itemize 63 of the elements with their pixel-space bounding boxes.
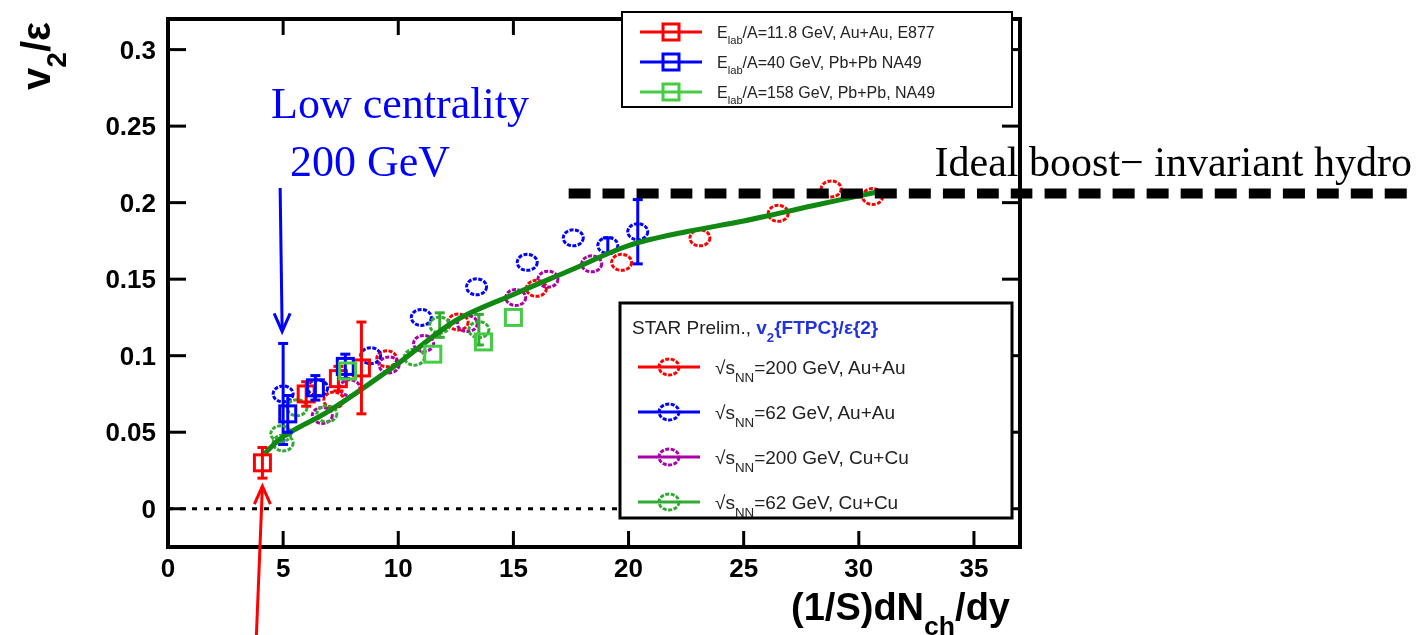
point [310,405,334,425]
x-tick-label: 35 [959,553,989,583]
point [359,346,383,366]
legend-label: √s$_{NN}$=200 GeV, Cu+Cu [715,446,909,475]
point [626,222,650,242]
x-tick-label: 15 [498,553,528,583]
point [285,398,309,418]
point [596,236,620,255]
x-tick-label: 10 [383,553,413,583]
point [446,312,470,332]
y-tick-label: 0.05 [105,417,156,448]
y-tick-label: 0.25 [105,111,156,142]
x-tick-label: 0 [160,553,176,583]
point [524,278,548,298]
point [423,344,443,364]
point [305,378,325,398]
point [402,347,426,367]
point [688,228,712,248]
point [315,404,339,424]
point [271,433,295,453]
annotation: Low centrality 200 GeV [271,79,529,186]
x-tick-label: 25 [729,553,759,583]
point [504,288,528,308]
point [465,277,489,297]
legend-label: √s$_{NN}$=62 GeV, Au+Au [715,401,896,430]
legend-label: E$_{lab}$/A=158 GeV, Pb+Pb, NA49 [717,83,936,106]
legend-label: √s$_{NN}$=62 GeV, Cu+Cu [715,491,899,520]
point [271,384,295,404]
y-tick-label: 0.3 [119,34,156,65]
point [409,307,433,327]
point [428,315,452,335]
point [580,254,604,274]
point [278,404,298,424]
point [322,390,346,410]
point [515,252,539,272]
point [412,333,436,353]
point [338,378,362,398]
point [561,228,585,248]
point [269,424,293,444]
legend-label: E$_{lab}$/A=11.8 GeV, Au+Au, E877 [717,23,935,46]
x-tick-label: 5 [275,553,291,583]
x-tick-label: 20 [614,553,643,583]
y-tick-label: 0.1 [119,340,156,371]
point [467,320,491,340]
point [610,252,634,272]
point [766,203,790,223]
legend-label: E$_{lab}$/A=40 GeV, Pb+Pb NA49 [717,53,922,76]
point [861,187,885,207]
y-tick-label: 0.15 [105,264,156,295]
legend-title: STAR Prelim., v$_{2}${FTPC}/ε{2} [632,317,879,345]
y-tick-label: 0.2 [119,187,156,218]
point [252,453,272,473]
y-tick-label: 0 [141,493,156,524]
point [455,314,479,334]
point [819,179,843,199]
legend-label: √s$_{NN}$=200 GeV, Au+Au [715,356,906,385]
annotation: Ideal boost− invariant hydro [934,139,1412,185]
point [377,355,401,375]
point [503,307,523,327]
point [536,269,560,289]
x-axis-title: (1/S)dN$_{ch}$/dy [791,586,1010,635]
x-tick-label: 30 [844,553,874,583]
point [375,349,399,369]
